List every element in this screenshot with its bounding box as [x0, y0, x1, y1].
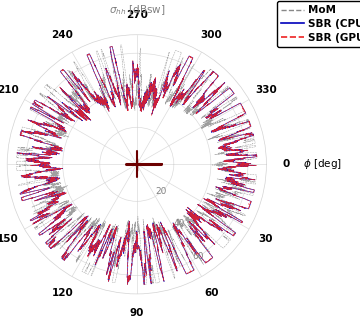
Legend: MoM, SBR (CPU), SBR (GPU): MoM, SBR (CPU), SBR (GPU) [277, 1, 360, 47]
Text: $\phi$ [deg]: $\phi$ [deg] [303, 157, 342, 171]
Title: $\sigma_{hh}$ [dBsw]: $\sigma_{hh}$ [dBsw] [109, 3, 165, 17]
